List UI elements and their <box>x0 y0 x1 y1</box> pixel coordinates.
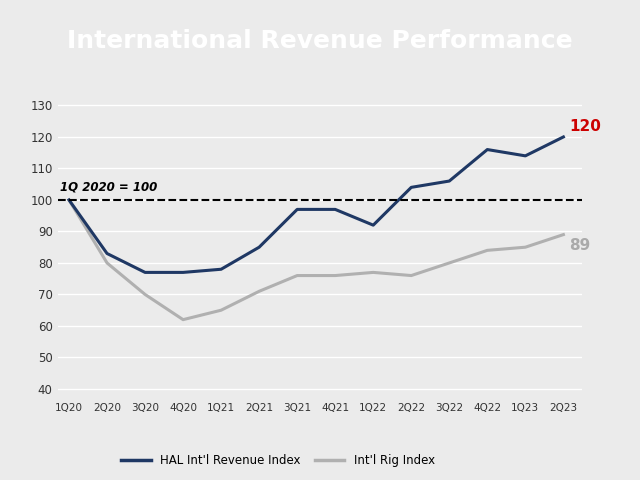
Text: International Revenue Performance: International Revenue Performance <box>67 29 573 53</box>
Text: 120: 120 <box>569 119 601 134</box>
Legend: HAL Int'l Revenue Index, Int'l Rig Index: HAL Int'l Revenue Index, Int'l Rig Index <box>116 450 440 472</box>
Text: 1Q 2020 = 100: 1Q 2020 = 100 <box>60 180 157 193</box>
Text: 89: 89 <box>569 238 590 253</box>
